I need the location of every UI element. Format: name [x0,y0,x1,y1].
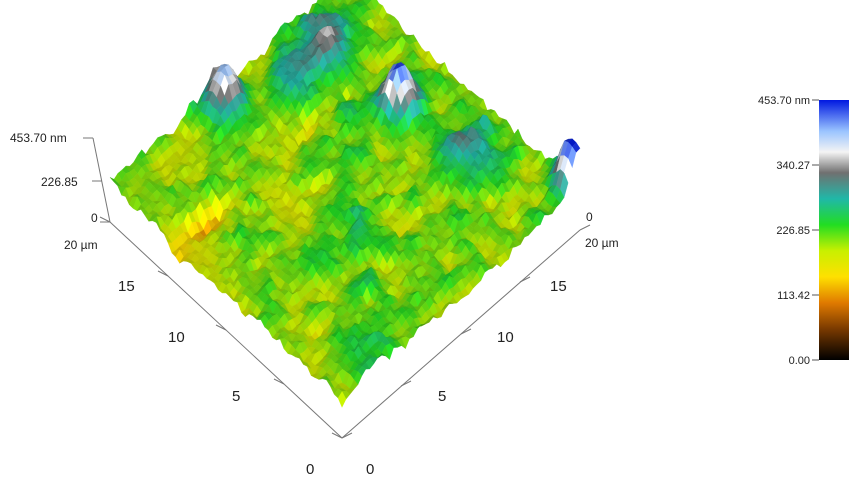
x-tick-20 [579,224,591,231]
y-tick-label-15: 15 [118,278,135,295]
y-tick-20 [99,216,111,223]
y-tick-15 [157,270,169,277]
x-tick-15 [519,276,531,283]
x-tick-label-0-upper: 0 [586,210,593,224]
axis-ticks: 0 5 10 15 20 µm 0 0 5 10 15 20 µm 0 226.… [10,131,619,478]
height-colorbar: 0.00 113.42 226.85 340.27 453.70 nm [758,95,849,367]
z-axis-line [92,137,111,223]
y-tick-label-5: 5 [232,388,240,405]
y-tick-5 [273,378,285,385]
x-tick-label-20: 20 µm [585,236,619,250]
colorbar-label-4: 453.70 nm [758,95,810,107]
colorbar-label-0: 0.00 [789,355,810,367]
x-tick-0 [341,432,353,439]
colorbar-label-1: 113.42 [777,290,810,302]
surface-mesh [109,0,581,408]
z-tick-label-mid: 226.85 [41,175,78,189]
y-tick-0 [331,432,343,439]
colorbar-fill [819,100,849,360]
y-tick-label-0: 0 [306,461,314,478]
y-tick-10 [215,324,227,331]
x-tick-5 [400,380,412,387]
colorbar-label-2: 226.85 [776,225,810,237]
y-tick-label-20: 20 µm [64,238,98,252]
x-tick-label-5: 5 [438,388,446,405]
surface-facet [337,391,347,408]
x-tick-label-0: 0 [366,461,374,478]
x-tick-label-10: 10 [497,329,514,346]
z-tick-label-0: 0 [91,211,98,225]
x-tick-10 [460,328,472,335]
colorbar-label-3: 340.27 [776,160,810,172]
z-tick-label-max: 453.70 nm [10,131,67,145]
y-tick-label-10: 10 [168,329,185,346]
x-tick-label-15: 15 [550,278,567,295]
